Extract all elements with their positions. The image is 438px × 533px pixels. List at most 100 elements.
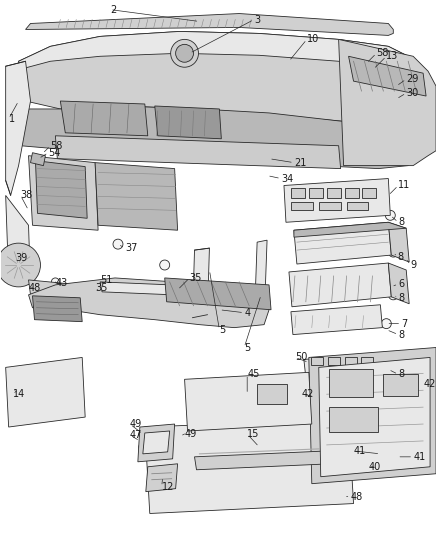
Circle shape [423, 387, 433, 397]
Text: 47: 47 [130, 430, 142, 440]
Text: 45: 45 [247, 369, 260, 379]
Circle shape [389, 247, 398, 257]
Bar [383, 374, 418, 396]
Text: 37: 37 [125, 243, 137, 253]
Text: 8: 8 [398, 369, 404, 379]
Circle shape [391, 448, 403, 460]
Text: 58: 58 [50, 141, 63, 151]
Polygon shape [146, 464, 178, 491]
Text: 29: 29 [406, 74, 419, 84]
Circle shape [14, 403, 23, 411]
Circle shape [179, 431, 187, 439]
Text: 14: 14 [13, 389, 25, 399]
Text: 35: 35 [95, 283, 107, 293]
Polygon shape [138, 424, 175, 462]
Text: 15: 15 [247, 429, 260, 439]
Text: 40: 40 [368, 462, 381, 472]
Text: 35: 35 [190, 273, 202, 283]
Circle shape [32, 284, 39, 292]
Bar [328, 369, 374, 397]
Polygon shape [31, 152, 46, 166]
Circle shape [385, 211, 395, 220]
Polygon shape [184, 373, 312, 431]
Text: 54: 54 [49, 148, 61, 158]
Circle shape [14, 377, 23, 385]
Text: 5: 5 [219, 325, 226, 335]
Circle shape [423, 373, 433, 382]
Text: 12: 12 [162, 482, 174, 491]
Polygon shape [28, 156, 98, 230]
Polygon shape [349, 56, 426, 96]
Polygon shape [289, 263, 391, 307]
Bar [291, 189, 305, 198]
Text: 5: 5 [244, 343, 251, 352]
Bar [291, 203, 313, 211]
Text: 51: 51 [100, 275, 113, 285]
Polygon shape [309, 348, 436, 483]
Text: 48: 48 [350, 491, 363, 502]
Text: 30: 30 [406, 88, 418, 98]
Polygon shape [304, 353, 385, 377]
Text: 38: 38 [21, 190, 33, 200]
Text: 2: 2 [110, 5, 116, 14]
Circle shape [375, 195, 387, 206]
Polygon shape [95, 163, 178, 230]
Polygon shape [291, 305, 382, 335]
Text: 13: 13 [386, 51, 399, 61]
Circle shape [106, 109, 124, 127]
Text: 43: 43 [55, 278, 67, 288]
Text: 1: 1 [9, 114, 15, 124]
Polygon shape [339, 39, 436, 166]
Bar [327, 189, 341, 198]
Polygon shape [194, 451, 331, 470]
Polygon shape [294, 222, 391, 264]
Circle shape [381, 319, 391, 329]
Polygon shape [18, 106, 413, 168]
Circle shape [374, 448, 386, 460]
Text: 10: 10 [307, 35, 319, 44]
Text: 50: 50 [295, 352, 307, 362]
Polygon shape [145, 419, 353, 513]
Polygon shape [28, 278, 269, 328]
Circle shape [160, 260, 170, 270]
Text: 34: 34 [281, 174, 293, 183]
Text: 58: 58 [376, 49, 389, 58]
Polygon shape [143, 431, 170, 454]
Polygon shape [35, 160, 87, 219]
Polygon shape [6, 61, 31, 196]
Circle shape [342, 491, 352, 502]
Polygon shape [389, 263, 409, 304]
Polygon shape [294, 222, 406, 237]
Bar [345, 189, 359, 198]
Text: 6: 6 [398, 279, 404, 289]
Text: 41: 41 [353, 446, 366, 456]
Polygon shape [28, 280, 187, 307]
Circle shape [71, 367, 79, 375]
Polygon shape [319, 358, 430, 477]
Bar [345, 358, 357, 366]
Polygon shape [284, 179, 390, 222]
Text: 48: 48 [28, 283, 41, 293]
Bar [311, 358, 323, 366]
Circle shape [176, 44, 194, 62]
Text: 49: 49 [130, 419, 142, 429]
Polygon shape [25, 13, 393, 35]
Circle shape [171, 39, 198, 67]
Polygon shape [389, 222, 409, 262]
Polygon shape [18, 31, 413, 126]
Text: 8: 8 [398, 293, 404, 303]
Text: 4: 4 [244, 308, 251, 318]
Bar [328, 407, 378, 432]
Text: 8: 8 [398, 217, 404, 227]
Circle shape [383, 365, 393, 374]
Bar [363, 189, 376, 198]
Polygon shape [32, 296, 82, 321]
Bar [309, 189, 323, 198]
Text: 41: 41 [413, 452, 425, 462]
Text: 42: 42 [302, 389, 314, 399]
Bar [361, 358, 374, 366]
Circle shape [51, 278, 59, 286]
Polygon shape [60, 101, 148, 136]
Bar [346, 203, 368, 211]
Bar [319, 203, 341, 211]
